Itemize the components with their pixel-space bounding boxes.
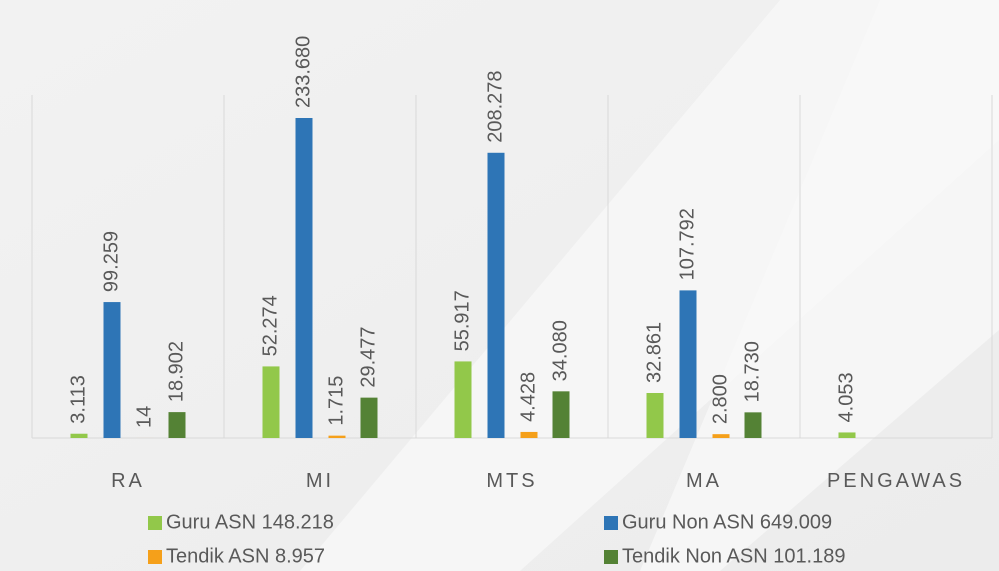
legend-swatch xyxy=(148,550,162,564)
data-label: 55.917 xyxy=(451,290,473,351)
x-tick-label: MTS xyxy=(486,470,537,492)
legend-label: Tendik Non ASN 101.189 xyxy=(622,545,846,567)
legend-swatch xyxy=(604,550,618,564)
x-tick-label: MI xyxy=(306,470,334,492)
bar xyxy=(360,397,378,438)
data-label: 107.792 xyxy=(676,208,698,280)
bar xyxy=(103,302,121,438)
data-label: 18.730 xyxy=(741,341,763,402)
data-label: 32.861 xyxy=(643,322,665,383)
data-label: 2.800 xyxy=(709,374,731,424)
x-tick-label: RA xyxy=(111,470,145,492)
legend-swatch xyxy=(148,516,162,530)
data-label: 1.715 xyxy=(325,376,347,426)
bar xyxy=(838,432,856,438)
bar xyxy=(552,391,570,438)
legend-label: Guru Non ASN 649.009 xyxy=(622,511,832,533)
bar xyxy=(168,412,186,438)
background-stripe xyxy=(640,0,999,571)
bar xyxy=(679,290,697,438)
bar xyxy=(712,434,730,438)
x-tick-label: MA xyxy=(686,470,722,492)
data-label: 4.053 xyxy=(835,372,857,422)
data-label: 99.259 xyxy=(100,231,122,292)
data-label: 233.680 xyxy=(292,36,314,108)
data-label: 4.428 xyxy=(517,372,539,422)
bar xyxy=(520,431,538,438)
data-label: 3.113 xyxy=(67,375,89,424)
bar xyxy=(744,412,762,438)
data-label: 52.274 xyxy=(259,295,281,356)
legend-label: Tendik ASN 8.957 xyxy=(166,545,325,567)
bar xyxy=(70,433,88,438)
bar xyxy=(328,435,346,438)
data-label: 18.902 xyxy=(165,341,187,402)
bar xyxy=(487,152,505,439)
x-tick-label: PENGAWAS xyxy=(827,470,965,492)
bar xyxy=(646,393,664,438)
legend-swatch xyxy=(604,516,618,530)
data-label: 29.477 xyxy=(357,326,379,387)
legend-label: Guru ASN 148.218 xyxy=(166,511,334,533)
data-label: 34.080 xyxy=(549,320,571,381)
bar xyxy=(262,366,280,438)
bar xyxy=(454,361,472,438)
data-label: 208.278 xyxy=(484,70,506,142)
data-label: 14 xyxy=(133,406,155,428)
bar xyxy=(295,118,313,438)
